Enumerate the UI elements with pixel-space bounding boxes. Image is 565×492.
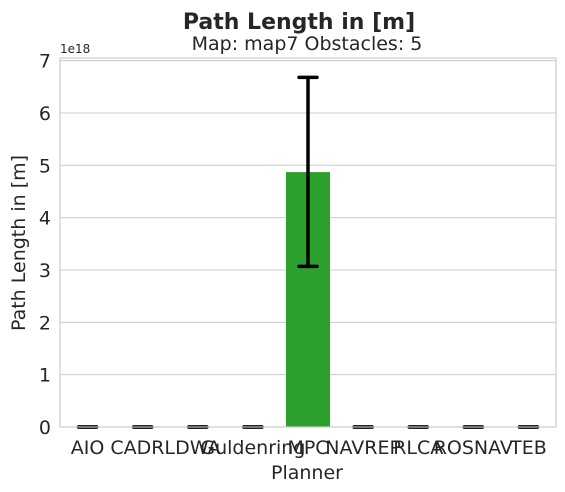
x-axis-label: Planner (271, 462, 343, 484)
y-tick-label: 4 (39, 208, 51, 230)
plot-area: 0 1 2 3 4 5 6 7 AIO CADRL DWAGuldenringMPCNAVREPRL… (39, 51, 557, 459)
plot-frame (59, 57, 557, 428)
y-tick-label: 5 (39, 155, 51, 177)
chart-suptitle: Path Length in [m] (183, 10, 415, 35)
y-axis-label: Path Length in [m] (8, 155, 30, 331)
x-tick-label: TEB (509, 437, 547, 459)
y-axis-offset-label: 1e18 (60, 42, 90, 56)
x-tick-label: CADRL (110, 437, 175, 459)
x-tick-label: NAVREP (325, 437, 401, 459)
chart-subtitle: Map: map7 Obstacles: 5 (192, 33, 423, 55)
y-tick-label: 1 (39, 365, 51, 387)
y-tick-label: 7 (39, 51, 51, 73)
x-tick-label: RLCA (393, 437, 443, 459)
y-tick-label: 0 (39, 417, 51, 439)
x-tick-label: ROSNAV (434, 437, 513, 459)
y-tick-label: 3 (39, 260, 51, 282)
y-tick-label: 6 (39, 103, 51, 125)
x-tick-label: AIO (71, 437, 105, 459)
x-tick-label: DWA (175, 437, 220, 459)
x-tick-label: Guldenring (200, 437, 305, 459)
y-tick-label: 2 (39, 312, 51, 334)
x-tick-label: MPC (287, 437, 328, 459)
